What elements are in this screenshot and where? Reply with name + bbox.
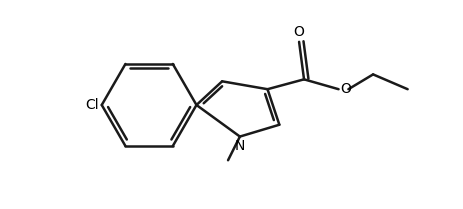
Text: N: N xyxy=(234,139,244,153)
Text: O: O xyxy=(340,82,350,96)
Text: O: O xyxy=(293,25,304,39)
Text: Cl: Cl xyxy=(85,98,99,112)
